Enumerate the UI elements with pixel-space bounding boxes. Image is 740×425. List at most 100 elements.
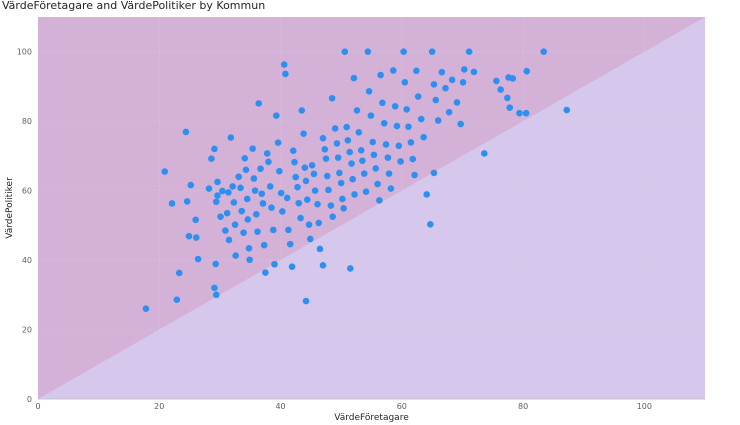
data-point[interactable] [379,99,386,107]
data-point[interactable] [448,76,456,84]
data-point[interactable] [161,168,169,175]
data-point[interactable] [336,169,343,177]
data-point[interactable] [286,240,294,248]
data-point[interactable] [428,48,436,56]
data-point[interactable] [225,189,232,196]
data-point[interactable] [249,145,256,152]
data-point[interactable] [303,196,311,203]
data-point[interactable] [274,139,282,147]
data-point[interactable] [423,191,430,198]
data-point[interactable] [168,200,176,207]
data-point[interactable] [411,171,418,179]
data-point[interactable] [359,157,366,165]
data-point[interactable] [380,119,388,127]
data-point[interactable] [343,123,350,131]
data-point[interactable] [417,115,425,123]
data-point[interactable] [353,107,361,114]
data-point[interactable] [241,155,249,162]
data-point[interactable] [322,155,330,162]
data-point[interactable] [395,142,403,150]
data-point[interactable] [229,183,236,190]
data-point[interactable] [173,296,181,303]
data-point[interactable] [250,175,258,182]
data-point[interactable] [302,297,310,305]
data-point[interactable] [301,164,309,172]
data-point[interactable] [182,128,190,136]
data-point[interactable] [232,252,239,259]
data-point[interactable] [391,102,399,110]
data-point[interactable] [260,241,268,249]
data-point[interactable] [376,197,383,204]
data-point[interactable] [231,221,239,228]
data-point[interactable] [288,263,296,270]
data-point[interactable] [382,141,390,148]
data-point[interactable] [263,150,271,157]
data-point[interactable] [506,104,514,111]
data-point[interactable] [325,186,332,194]
data-point[interactable] [276,167,283,175]
data-point[interactable] [279,208,286,215]
data-point[interactable] [344,136,352,144]
data-point[interactable] [401,78,409,86]
data-point[interactable] [289,147,297,154]
data-point[interactable] [175,269,183,277]
data-point[interactable] [205,185,213,192]
data-point[interactable] [334,154,342,161]
data-point[interactable] [369,138,377,146]
data-point[interactable] [297,214,304,222]
data-point[interactable] [362,188,370,195]
data-point[interactable] [385,170,393,177]
data-point[interactable] [258,190,266,198]
data-point[interactable] [480,150,488,157]
data-point[interactable] [235,173,243,181]
data-point[interactable] [420,133,427,141]
data-point[interactable] [442,84,449,92]
data-point[interactable] [438,68,446,76]
data-point[interactable] [219,187,226,195]
data-point[interactable] [355,128,363,136]
data-point[interactable] [470,68,478,76]
data-point[interactable] [319,134,327,142]
data-point[interactable] [183,198,191,205]
data-point[interactable] [211,284,218,292]
data-point[interactable] [445,108,453,116]
data-point[interactable] [222,227,229,234]
data-point[interactable] [341,48,349,56]
data-point[interactable] [262,269,269,276]
data-point[interactable] [349,175,357,183]
data-point[interactable] [282,70,289,78]
data-point[interactable] [230,199,238,206]
data-point[interactable] [237,184,244,192]
data-point[interactable] [315,219,323,227]
data-point[interactable] [192,216,199,224]
data-point[interactable] [357,147,365,154]
data-point[interactable] [372,165,380,172]
data-point[interactable] [266,183,274,190]
data-point[interactable] [285,226,292,234]
data-point[interactable] [240,229,247,236]
data-point[interactable] [465,48,473,56]
data-point[interactable] [493,77,500,85]
data-point[interactable] [242,166,250,174]
data-point[interactable] [265,158,272,166]
data-point[interactable] [331,125,339,132]
data-point[interactable] [523,67,531,75]
data-point[interactable] [374,180,381,188]
data-point[interactable] [271,260,278,268]
data-point[interactable] [364,48,372,56]
data-point[interactable] [225,236,233,244]
data-point[interactable] [292,173,300,181]
data-point[interactable] [540,48,548,56]
data-point[interactable] [194,255,202,263]
data-point[interactable] [257,165,264,173]
data-point[interactable] [346,265,354,272]
data-point[interactable] [252,210,260,218]
data-point[interactable] [319,262,327,269]
data-point[interactable] [329,213,336,220]
data-point[interactable] [212,291,220,299]
data-point[interactable] [327,202,335,209]
data-point[interactable] [298,107,306,114]
data-point[interactable] [211,145,218,153]
data-point[interactable] [142,305,150,313]
data-point[interactable] [280,61,288,68]
